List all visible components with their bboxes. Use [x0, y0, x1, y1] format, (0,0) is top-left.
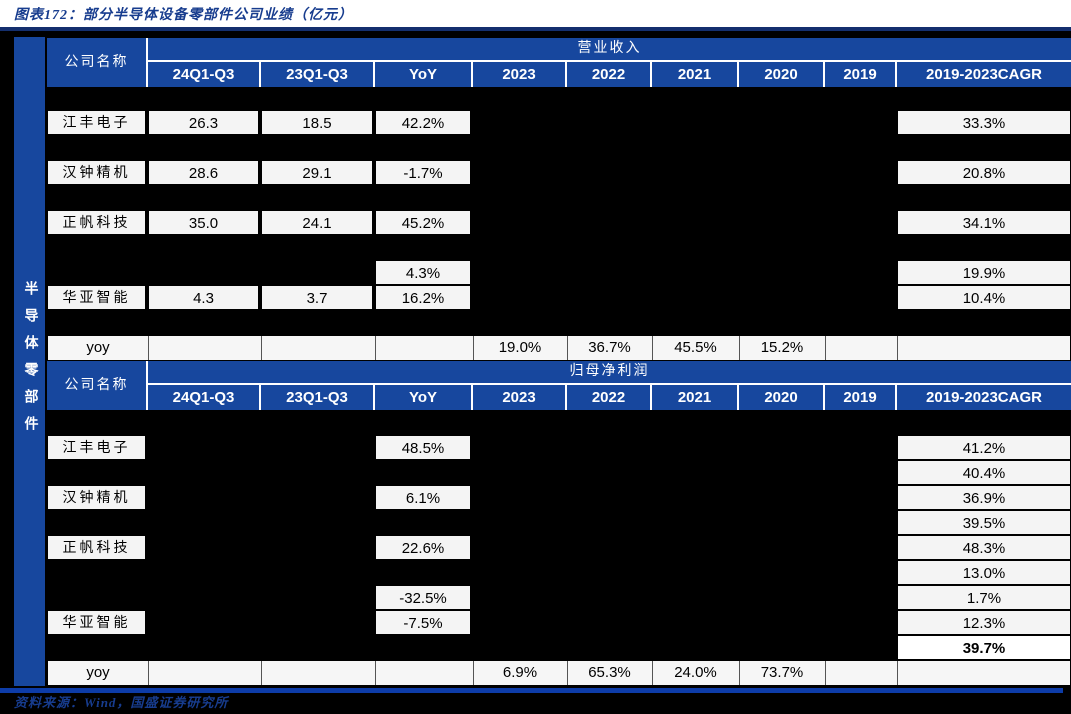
title-strip [0, 0, 1071, 27]
value-cell-yoy: 6.1% [375, 485, 471, 510]
col-header-revenue-2020: 2020 [739, 62, 823, 87]
value-cell-q24: 35.0 [148, 210, 259, 235]
yoy-row-revenue [47, 335, 1071, 361]
figure-title: 图表172：部分半导体设备零部件公司业绩（亿元） [14, 8, 353, 23]
yoy-value-cell-y2023: 19.0% [473, 336, 566, 360]
value-cell-yoy: 48.5% [375, 435, 471, 460]
yoy-value-cell-y2021: 45.5% [652, 336, 738, 360]
value-cell-cagr: 40.4% [897, 460, 1071, 485]
group-header-cell-revenue: 营业收入 [148, 38, 1071, 60]
yoy-value-cell-yoy [375, 336, 472, 360]
value-cell-q23: 18.5 [261, 110, 373, 135]
yoy-label-cell: yoy [86, 339, 110, 356]
yoy-value-cell-q23 [261, 661, 374, 685]
yoy-value-cell-y2020: 15.2% [739, 336, 824, 360]
value-cell-cagr: 41.2% [897, 435, 1071, 460]
yoy-value-cell-y2022: 65.3% [567, 661, 651, 685]
group-header-cell-net-profit: 归母净利润 [148, 361, 1071, 383]
value-cell-cagr: 10.4% [897, 285, 1071, 310]
company-cell: 汉钟精机 [47, 485, 146, 510]
col-header-revenue-23Q1-Q3: 23Q1-Q3 [261, 62, 373, 87]
yoy-value-cell-cagr [897, 336, 1070, 360]
yoy-value-cell-y2021: 24.0% [652, 661, 738, 685]
yoy-value-cell-y2023: 6.9% [473, 661, 566, 685]
col-header-net-profit-YoY: YoY [375, 385, 471, 410]
col-header-revenue-YoY: YoY [375, 62, 471, 87]
value-cell-yoy: 16.2% [375, 285, 471, 310]
value-cell-cagr: 36.9% [897, 485, 1071, 510]
company-cell: 汉钟精机 [47, 160, 146, 185]
sidebar-category-label: 半导体零部件 [22, 280, 38, 443]
yoy-value-cell-q24 [148, 336, 260, 360]
yoy-value-cell-cagr [897, 661, 1070, 685]
value-cell-cagr: 20.8% [897, 160, 1071, 185]
col-header-net-profit-2022: 2022 [567, 385, 650, 410]
yoy-value-cell-yoy [375, 661, 472, 685]
value-cell-q23: 24.1 [261, 210, 373, 235]
col-header-net-profit-24Q1-Q3: 24Q1-Q3 [148, 385, 259, 410]
title-rule [0, 27, 1071, 31]
col-header-revenue-2019-2023CAGR: 2019-2023CAGR [897, 62, 1071, 87]
value-cell-q24: 4.3 [148, 285, 259, 310]
company-cell: 江丰电子 [47, 110, 146, 135]
value-cell-cagr: 12.3% [897, 610, 1071, 635]
company-cell: 华亚智能 [47, 285, 146, 310]
yoy-value-cell-y2022: 36.7% [567, 336, 651, 360]
value-cell-cagr: 39.7% [897, 635, 1071, 660]
col-header-revenue-24Q1-Q3: 24Q1-Q3 [148, 62, 259, 87]
col-header-revenue-2022: 2022 [567, 62, 650, 87]
value-cell-q24: 28.6 [148, 160, 259, 185]
company-cell: 正帆科技 [47, 535, 146, 560]
col-header-net-profit-2023: 2023 [473, 385, 565, 410]
company-header-cell-net-profit: 公司名称 [47, 361, 146, 410]
company-cell: 华亚智能 [47, 610, 146, 635]
value-cell-q24: 26.3 [148, 110, 259, 135]
yoy-value-cell-q24 [148, 661, 260, 685]
value-cell-yoy: -1.7% [375, 160, 471, 185]
col-header-net-profit-2019-2023CAGR: 2019-2023CAGR [897, 385, 1071, 410]
col-header-net-profit-2020: 2020 [739, 385, 823, 410]
value-cell-cagr: 13.0% [897, 560, 1071, 585]
value-cell-yoy: 42.2% [375, 110, 471, 135]
value-cell-cagr: 33.3% [897, 110, 1071, 135]
col-header-net-profit-2019: 2019 [825, 385, 895, 410]
value-cell-yoy: -7.5% [375, 610, 471, 635]
yoy-value-cell-y2019 [825, 661, 896, 685]
col-header-net-profit-2021: 2021 [652, 385, 737, 410]
col-header-revenue-2019: 2019 [825, 62, 895, 87]
yoy-row-net-profit [47, 660, 1071, 686]
value-cell-yoy: -32.5% [375, 585, 471, 610]
value-cell-q23: 29.1 [261, 160, 373, 185]
yoy-value-cell-y2019 [825, 336, 896, 360]
value-cell-yoy: 22.6% [375, 535, 471, 560]
company-cell: 江丰电子 [47, 435, 146, 460]
value-cell-cagr: 19.9% [897, 260, 1071, 285]
source-rule [0, 688, 1063, 693]
col-header-revenue-2023: 2023 [473, 62, 565, 87]
value-cell-cagr: 39.5% [897, 510, 1071, 535]
yoy-value-cell-y2020: 73.7% [739, 661, 824, 685]
source-note: 资料来源：Wind，国盛证券研究所 [14, 695, 229, 710]
yoy-label-cell: yoy [86, 664, 110, 681]
sidebar-band: 半导体零部件 [14, 37, 45, 686]
value-cell-cagr: 48.3% [897, 535, 1071, 560]
value-cell-yoy: 4.3% [375, 260, 471, 285]
value-cell-yoy: 45.2% [375, 210, 471, 235]
value-cell-cagr: 1.7% [897, 585, 1071, 610]
company-header-cell-revenue: 公司名称 [47, 38, 146, 87]
col-header-revenue-2021: 2021 [652, 62, 737, 87]
col-header-net-profit-23Q1-Q3: 23Q1-Q3 [261, 385, 373, 410]
company-cell: 正帆科技 [47, 210, 146, 235]
value-cell-cagr: 34.1% [897, 210, 1071, 235]
value-cell-q23: 3.7 [261, 285, 373, 310]
yoy-value-cell-q23 [261, 336, 374, 360]
